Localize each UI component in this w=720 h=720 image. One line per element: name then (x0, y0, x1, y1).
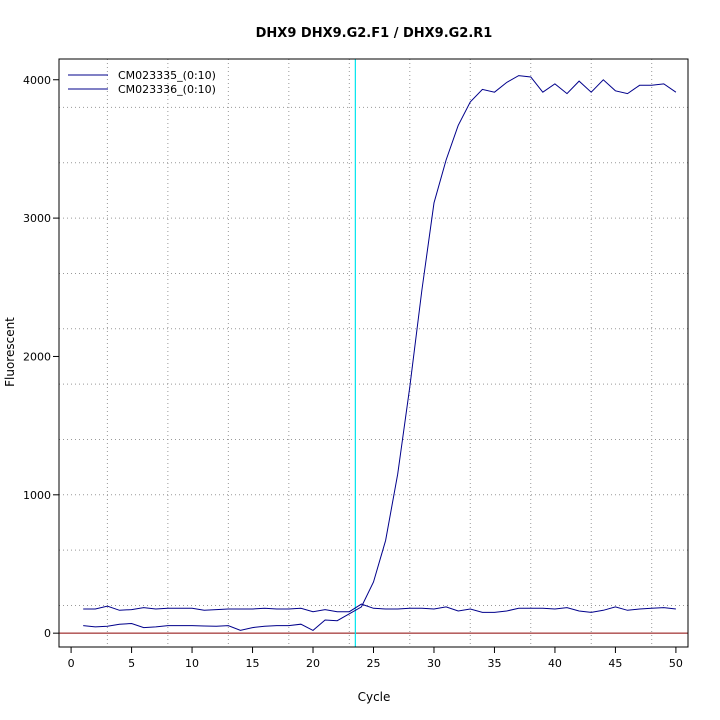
legend: CM023335_(0:10)CM023336_(0:10) (68, 69, 216, 96)
legend-label-2: CM023336_(0:10) (118, 83, 216, 96)
x-tick-label: 10 (185, 657, 199, 670)
x-axis-label: Cycle (358, 690, 391, 704)
legend-label-1: CM023335_(0:10) (118, 69, 216, 82)
y-tick-label: 2000 (23, 350, 51, 363)
x-tick-label: 50 (669, 657, 683, 670)
x-tick-label: 35 (487, 657, 501, 670)
x-axis: 0 5 10 15 20 25 30 35 40 45 50 (68, 646, 683, 670)
series-line-2 (83, 603, 676, 613)
x-tick-label: 25 (367, 657, 381, 670)
grid-lines (59, 59, 688, 647)
y-tick-label: 0 (44, 627, 51, 640)
reference-lines (59, 59, 688, 647)
chart-title: DHX9 DHX9.G2.F1 / DHX9.G2.R1 (256, 26, 493, 41)
y-axis-label: Fluorescent (3, 317, 17, 387)
y-tick-label: 1000 (23, 489, 51, 502)
x-tick-label: 15 (246, 657, 260, 670)
x-tick-label: 0 (68, 657, 75, 670)
series-line-1 (83, 75, 677, 631)
x-tick-label: 5 (128, 657, 135, 670)
x-tick-label: 30 (427, 657, 441, 670)
x-tick-label: 45 (608, 657, 622, 670)
y-tick-label: 4000 (23, 74, 51, 87)
x-tick-label: 40 (548, 657, 562, 670)
y-axis: 0 1000 2000 3000 4000 (23, 74, 60, 640)
y-tick-label: 3000 (23, 212, 51, 225)
series-group (83, 75, 677, 631)
x-tick-label: 20 (306, 657, 320, 670)
